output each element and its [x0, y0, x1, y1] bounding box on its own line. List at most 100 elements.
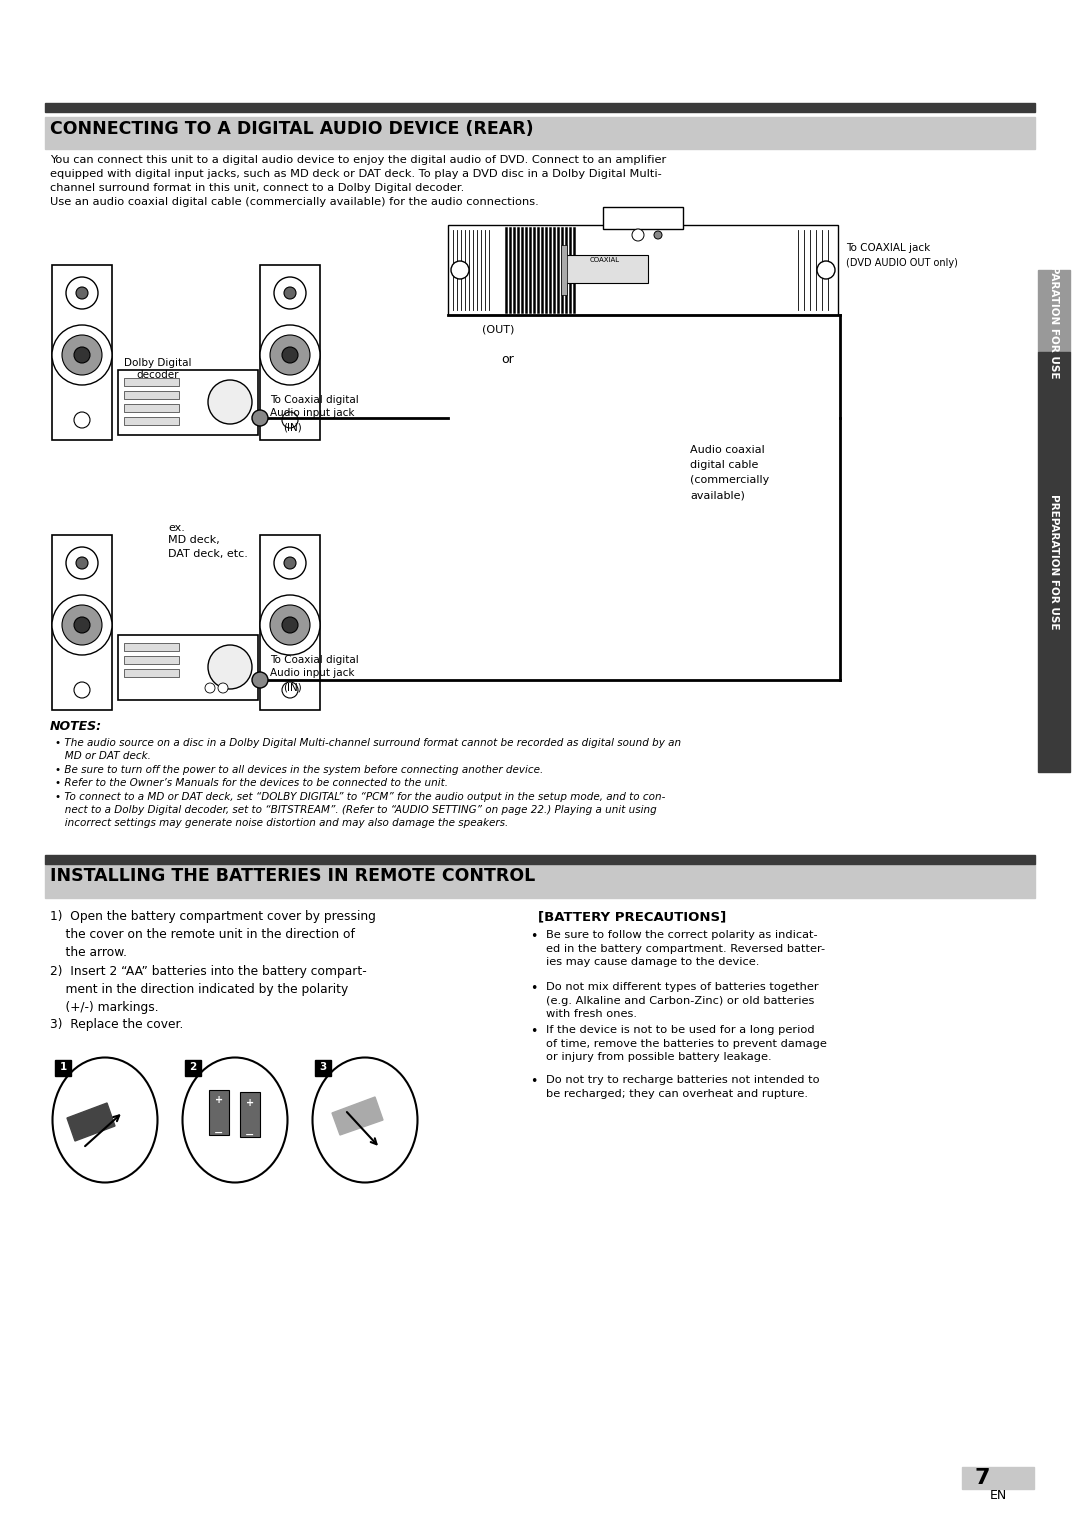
Circle shape — [654, 231, 662, 238]
Text: 2: 2 — [189, 1062, 197, 1073]
Circle shape — [284, 287, 296, 299]
Circle shape — [75, 413, 90, 428]
Circle shape — [218, 683, 228, 694]
Text: digital cable: digital cable — [690, 460, 758, 471]
Text: NOTES:: NOTES: — [50, 720, 103, 733]
Circle shape — [252, 672, 268, 688]
Ellipse shape — [312, 1057, 418, 1183]
Text: •: • — [530, 1025, 538, 1038]
Text: Audio coaxial: Audio coaxial — [690, 445, 765, 455]
Circle shape — [75, 617, 90, 633]
Bar — [124, 669, 179, 677]
Circle shape — [205, 683, 215, 694]
Text: [BATTERY PRECAUTIONS]: [BATTERY PRECAUTIONS] — [538, 911, 726, 923]
Text: (IN): (IN) — [283, 423, 301, 432]
Text: Audio input jack: Audio input jack — [270, 408, 354, 419]
Bar — [260, 535, 320, 711]
Circle shape — [66, 277, 98, 309]
Circle shape — [816, 261, 835, 280]
Text: (IN): (IN) — [283, 683, 301, 694]
Bar — [563, 255, 648, 283]
Text: INSTALLING THE BATTERIES IN REMOTE CONTROL: INSTALLING THE BATTERIES IN REMOTE CONTR… — [50, 866, 536, 885]
Text: •: • — [530, 983, 538, 995]
Bar — [124, 377, 179, 387]
Bar — [124, 417, 179, 425]
Text: DAT deck, etc.: DAT deck, etc. — [168, 549, 248, 559]
Ellipse shape — [53, 1057, 158, 1183]
Text: Do not mix different types of batteries together
(e.g. Alkaline and Carbon-Zinc): Do not mix different types of batteries … — [546, 983, 819, 1019]
Bar — [52, 264, 112, 440]
Circle shape — [260, 325, 320, 385]
Text: +: + — [215, 1096, 224, 1105]
Text: (DVD AUDIO OUT only): (DVD AUDIO OUT only) — [846, 258, 958, 267]
Text: • To connect to a MD or DAT deck, set “DOLBY DIGITAL” to “PCM” for the audio out: • To connect to a MD or DAT deck, set “D… — [55, 792, 665, 828]
Circle shape — [632, 229, 644, 241]
Circle shape — [208, 645, 252, 689]
Text: −: − — [245, 1131, 255, 1140]
Text: PREPARATION FOR USE: PREPARATION FOR USE — [1049, 243, 1059, 379]
Text: −: − — [214, 1128, 224, 1138]
Bar — [124, 391, 179, 399]
Text: 1: 1 — [59, 1062, 67, 1073]
Bar — [118, 636, 258, 700]
Bar — [240, 1093, 260, 1137]
Bar — [118, 370, 258, 435]
Circle shape — [282, 347, 298, 364]
Text: ex.: ex. — [168, 523, 185, 533]
Text: available): available) — [690, 490, 745, 500]
Text: Dolby Digital: Dolby Digital — [124, 358, 192, 368]
Text: To COAXIAL jack: To COAXIAL jack — [846, 243, 930, 254]
Text: If the device is not to be used for a long period
of time, remove the batteries : If the device is not to be used for a lo… — [546, 1025, 827, 1062]
Circle shape — [208, 380, 252, 423]
Circle shape — [282, 681, 298, 698]
Bar — [45, 863, 1035, 898]
Text: PREPARATION FOR USE: PREPARATION FOR USE — [1049, 494, 1059, 630]
Bar — [962, 1467, 1034, 1488]
Bar — [260, 264, 320, 440]
Text: •: • — [530, 1076, 538, 1088]
Circle shape — [284, 558, 296, 568]
Text: 2)  Insert 2 “AA” batteries into the battery compart-
    ment in the direction : 2) Insert 2 “AA” batteries into the batt… — [50, 966, 367, 1015]
Bar — [1038, 270, 1070, 351]
Text: 3)  Replace the cover.: 3) Replace the cover. — [50, 1018, 184, 1031]
Text: CONNECTING TO A DIGITAL AUDIO DEVICE (REAR): CONNECTING TO A DIGITAL AUDIO DEVICE (RE… — [50, 121, 534, 138]
Text: 7: 7 — [975, 1468, 990, 1488]
Circle shape — [52, 325, 112, 385]
Text: • The audio source on a disc in a Dolby Digital Multi-channel surround format ca: • The audio source on a disc in a Dolby … — [55, 738, 681, 761]
Circle shape — [66, 547, 98, 579]
Bar — [45, 856, 1035, 863]
Bar — [315, 1060, 330, 1076]
Circle shape — [270, 335, 310, 374]
Circle shape — [62, 335, 102, 374]
Bar — [448, 225, 838, 315]
Text: To Coaxial digital: To Coaxial digital — [270, 396, 359, 405]
Text: EN: EN — [990, 1488, 1008, 1502]
Polygon shape — [332, 1097, 383, 1135]
Circle shape — [76, 287, 87, 299]
Circle shape — [52, 594, 112, 656]
Text: +: + — [246, 1099, 254, 1108]
Text: decoder: decoder — [137, 370, 179, 380]
Bar — [55, 1060, 71, 1076]
Bar — [124, 643, 179, 651]
Text: MD deck,: MD deck, — [168, 535, 219, 545]
Circle shape — [76, 558, 87, 568]
Bar — [124, 656, 179, 665]
Text: COAXIAL: COAXIAL — [590, 257, 620, 263]
Text: • Be sure to turn off the power to all devices in the system before connecting a: • Be sure to turn off the power to all d… — [55, 766, 543, 775]
Circle shape — [62, 605, 102, 645]
Bar — [45, 102, 1035, 112]
Bar — [210, 1089, 229, 1135]
Text: You can connect this unit to a digital audio device to enjoy the digital audio o: You can connect this unit to a digital a… — [50, 154, 666, 206]
Polygon shape — [67, 1103, 114, 1141]
Bar — [45, 118, 1035, 150]
Text: Do not try to recharge batteries not intended to
be recharged; they can overheat: Do not try to recharge batteries not int… — [546, 1076, 820, 1099]
Circle shape — [75, 347, 90, 364]
Circle shape — [451, 261, 469, 280]
Text: or: or — [501, 353, 514, 367]
Circle shape — [274, 547, 306, 579]
Ellipse shape — [183, 1057, 287, 1183]
Bar — [124, 403, 179, 413]
Circle shape — [260, 594, 320, 656]
Text: 1)  Open the battery compartment cover by pressing
    the cover on the remote u: 1) Open the battery compartment cover by… — [50, 911, 376, 960]
